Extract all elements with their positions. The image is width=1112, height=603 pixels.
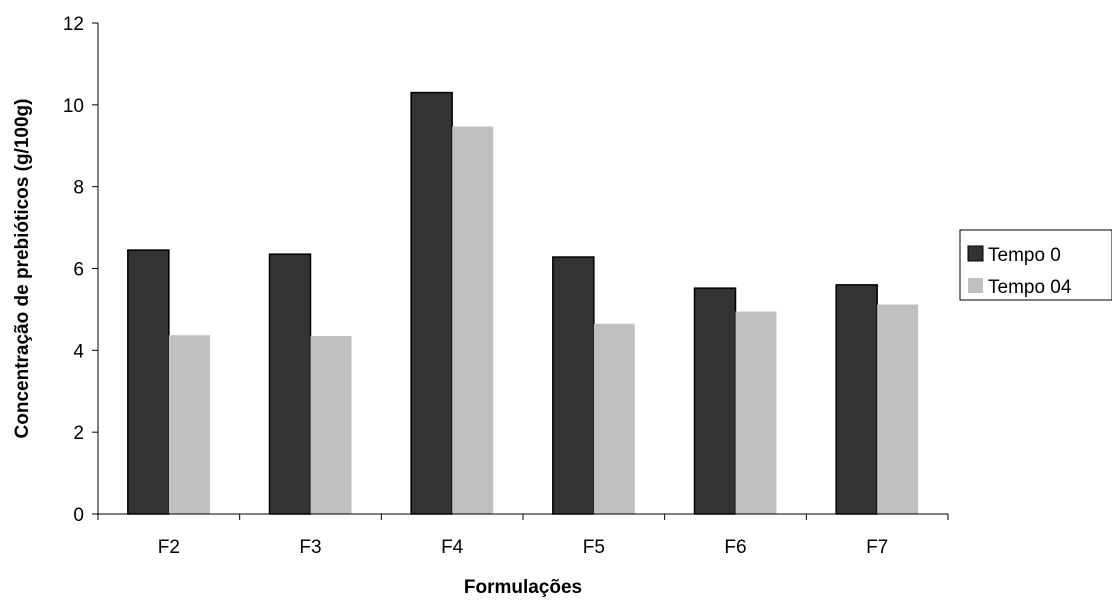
bar-f7-series-1 <box>835 284 878 515</box>
bar-f3-series-2 <box>310 336 352 514</box>
bar-f6-series-1 <box>693 287 737 515</box>
y-axis-title: Concentração de prebióticos (g/100g) <box>12 99 33 439</box>
bar-f3-series-1 <box>268 253 312 515</box>
x-tick-label: F5 <box>583 537 605 558</box>
legend-label-series-2: Tempo 04 <box>988 277 1072 298</box>
y-tick-label: 6 <box>73 260 84 281</box>
bar-f4-series-2 <box>452 126 494 514</box>
y-tick-label: 2 <box>73 423 84 444</box>
x-tick-label: F4 <box>441 537 464 558</box>
bar-f7-series-2 <box>877 304 919 514</box>
x-tick-label: F6 <box>724 537 746 558</box>
x-tick-label: F2 <box>158 537 180 558</box>
y-tick-label: 12 <box>63 14 84 35</box>
bars-group <box>127 91 919 515</box>
bar-f5-series-2 <box>593 323 635 514</box>
axes-group: F2 F3 F4 F5 F6 F7 0 2 4 6 8 10 12 <box>63 14 949 558</box>
bar-f2-series-2 <box>168 335 210 514</box>
x-tick-label: F3 <box>299 537 321 558</box>
x-tick-label: F7 <box>866 537 888 558</box>
y-tick-label: 10 <box>63 96 84 117</box>
x-axis-title: Formulações <box>464 577 582 598</box>
legend: Tempo 0 Tempo 04 <box>959 229 1112 301</box>
y-tick-label: 8 <box>73 178 84 199</box>
bar-f2-series-1 <box>127 249 170 515</box>
y-tick-label: 4 <box>73 341 84 362</box>
y-tick-label: 0 <box>73 505 84 526</box>
legend-box <box>959 229 1112 301</box>
legend-label-series-1: Tempo 0 <box>988 245 1061 266</box>
bar-f4-series-1 <box>410 91 453 515</box>
legend-swatch-series-1 <box>967 245 984 262</box>
bar-f6-series-2 <box>735 311 777 514</box>
legend-swatch-series-2 <box>968 278 983 293</box>
bar-f5-series-1 <box>552 256 595 515</box>
